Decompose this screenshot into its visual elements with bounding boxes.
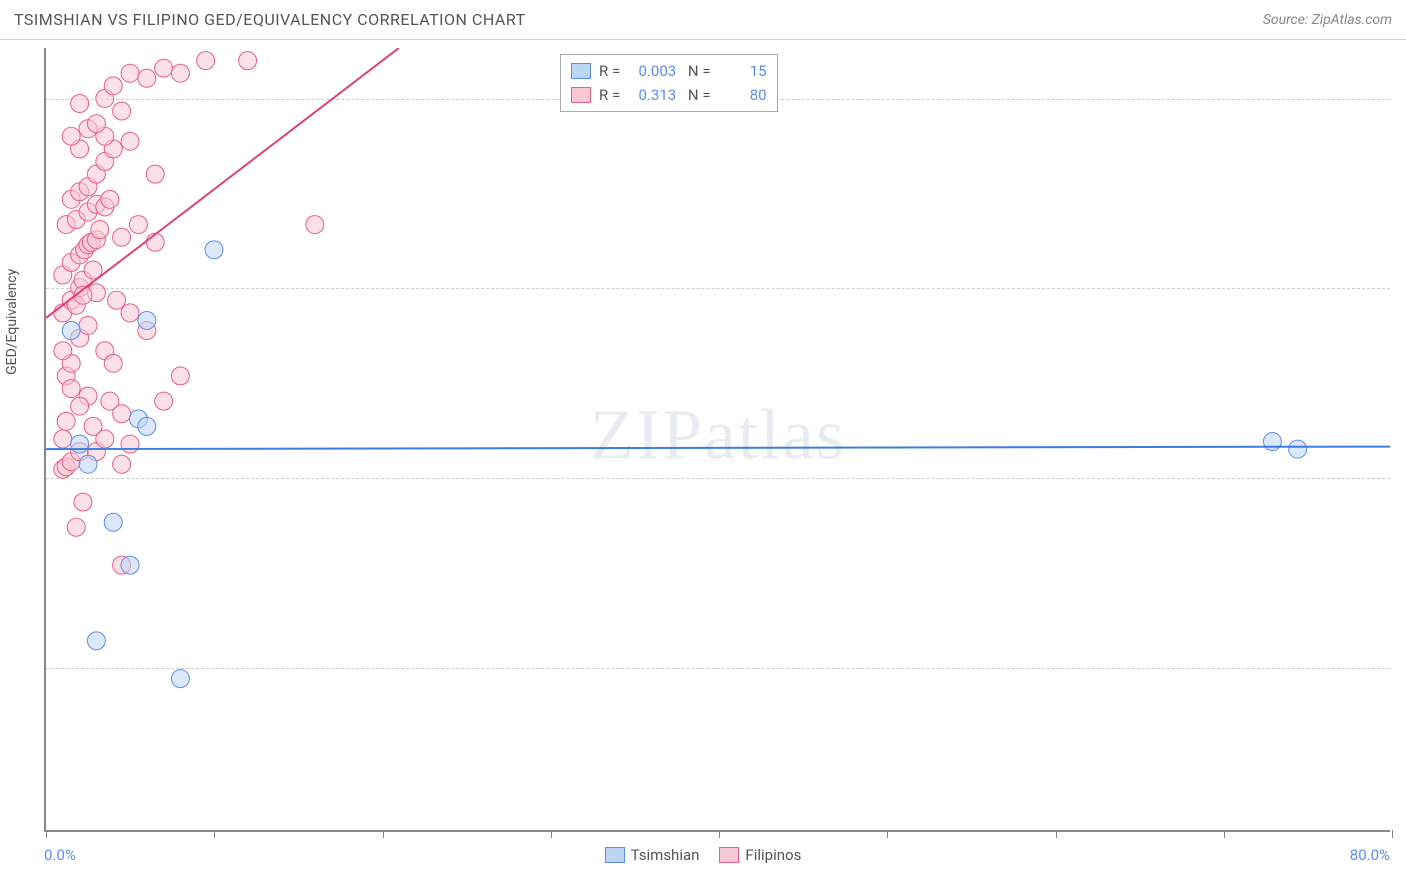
- data-point: [155, 59, 173, 77]
- data-point: [79, 455, 97, 473]
- x-tick: [551, 830, 552, 838]
- data-point: [71, 397, 89, 415]
- legend-row: R = 0.003 N = 15: [571, 59, 767, 83]
- legend-swatch: [571, 87, 591, 103]
- x-tick: [214, 830, 215, 838]
- data-point: [87, 632, 105, 650]
- data-point: [171, 670, 189, 688]
- chart-title: TSIMSHIAN VS FILIPINO GED/EQUIVALENCY CO…: [14, 10, 526, 29]
- data-point: [129, 216, 147, 234]
- data-point: [155, 392, 173, 410]
- data-point: [113, 405, 131, 423]
- legend-n-label: N =: [684, 86, 710, 104]
- x-tick: [1392, 830, 1393, 838]
- data-point: [104, 513, 122, 531]
- chart-header: TSIMSHIAN VS FILIPINO GED/EQUIVALENCY CO…: [0, 0, 1406, 40]
- plot-svg: [46, 48, 1390, 830]
- data-point: [1289, 440, 1307, 458]
- plot-area: ZIPatlas 77.5%85.0%92.5%100.0%: [44, 48, 1390, 832]
- x-tick: [46, 830, 47, 838]
- data-point: [121, 435, 139, 453]
- legend-n-value: 80: [719, 86, 767, 104]
- data-point: [121, 556, 139, 574]
- data-point: [62, 127, 80, 145]
- x-tick: [887, 830, 888, 838]
- y-tick-label: 85.0%: [1400, 469, 1406, 487]
- legend-swatch: [571, 63, 591, 79]
- data-point: [108, 291, 126, 309]
- data-point: [101, 190, 119, 208]
- data-point: [62, 380, 80, 398]
- data-point: [146, 233, 164, 251]
- legend-r-label: R =: [599, 62, 620, 80]
- data-point: [54, 342, 72, 360]
- legend-swatch: [605, 847, 625, 863]
- legend-n-value: 15: [719, 62, 767, 80]
- y-tick-label: 77.5%: [1400, 659, 1406, 677]
- series-legend: Tsimshian Filipinos: [0, 846, 1406, 867]
- x-tick: [1056, 830, 1057, 838]
- data-point: [197, 52, 215, 70]
- y-axis-title: GED/Equivalency: [4, 269, 20, 375]
- legend-n-label: N =: [684, 62, 710, 80]
- correlation-legend: R = 0.003 N = 15 R = 0.313 N = 80: [560, 54, 778, 112]
- x-tick: [383, 830, 384, 838]
- data-point: [138, 311, 156, 329]
- trend-line: [46, 447, 1390, 450]
- data-point: [104, 354, 122, 372]
- data-point: [113, 102, 131, 120]
- legend-r-value: 0.003: [628, 62, 676, 80]
- data-point: [138, 69, 156, 87]
- data-point: [113, 455, 131, 473]
- data-point: [62, 322, 80, 340]
- data-point: [121, 304, 139, 322]
- data-point: [57, 412, 75, 430]
- x-tick: [1224, 830, 1225, 838]
- x-tick: [719, 830, 720, 838]
- data-point: [171, 367, 189, 385]
- chart-source: Source: ZipAtlas.com: [1263, 12, 1392, 28]
- data-point: [71, 95, 89, 113]
- data-point: [121, 132, 139, 150]
- series-legend-item: Filipinos: [719, 846, 801, 864]
- data-point: [205, 241, 223, 259]
- data-point: [87, 115, 105, 133]
- legend-row: R = 0.313 N = 80: [571, 83, 767, 107]
- data-point: [138, 417, 156, 435]
- data-point: [91, 221, 109, 239]
- series-legend-label: Filipinos: [745, 846, 801, 864]
- data-point: [306, 216, 324, 234]
- legend-swatch: [719, 847, 739, 863]
- data-point: [146, 165, 164, 183]
- data-point: [104, 77, 122, 95]
- data-point: [113, 228, 131, 246]
- legend-r-value: 0.313: [628, 86, 676, 104]
- data-point: [67, 518, 85, 536]
- data-point: [84, 417, 102, 435]
- series-legend-item: Tsimshian: [605, 846, 700, 864]
- data-point: [74, 493, 92, 511]
- data-point: [71, 435, 89, 453]
- data-point: [54, 430, 72, 448]
- data-point: [121, 64, 139, 82]
- legend-r-label: R =: [599, 86, 620, 104]
- data-point: [239, 52, 257, 70]
- data-point: [1263, 433, 1281, 451]
- data-point: [171, 64, 189, 82]
- y-tick-label: 100.0%: [1400, 90, 1406, 108]
- y-tick-label: 92.5%: [1400, 279, 1406, 297]
- data-point: [79, 317, 97, 335]
- series-legend-label: Tsimshian: [631, 846, 700, 864]
